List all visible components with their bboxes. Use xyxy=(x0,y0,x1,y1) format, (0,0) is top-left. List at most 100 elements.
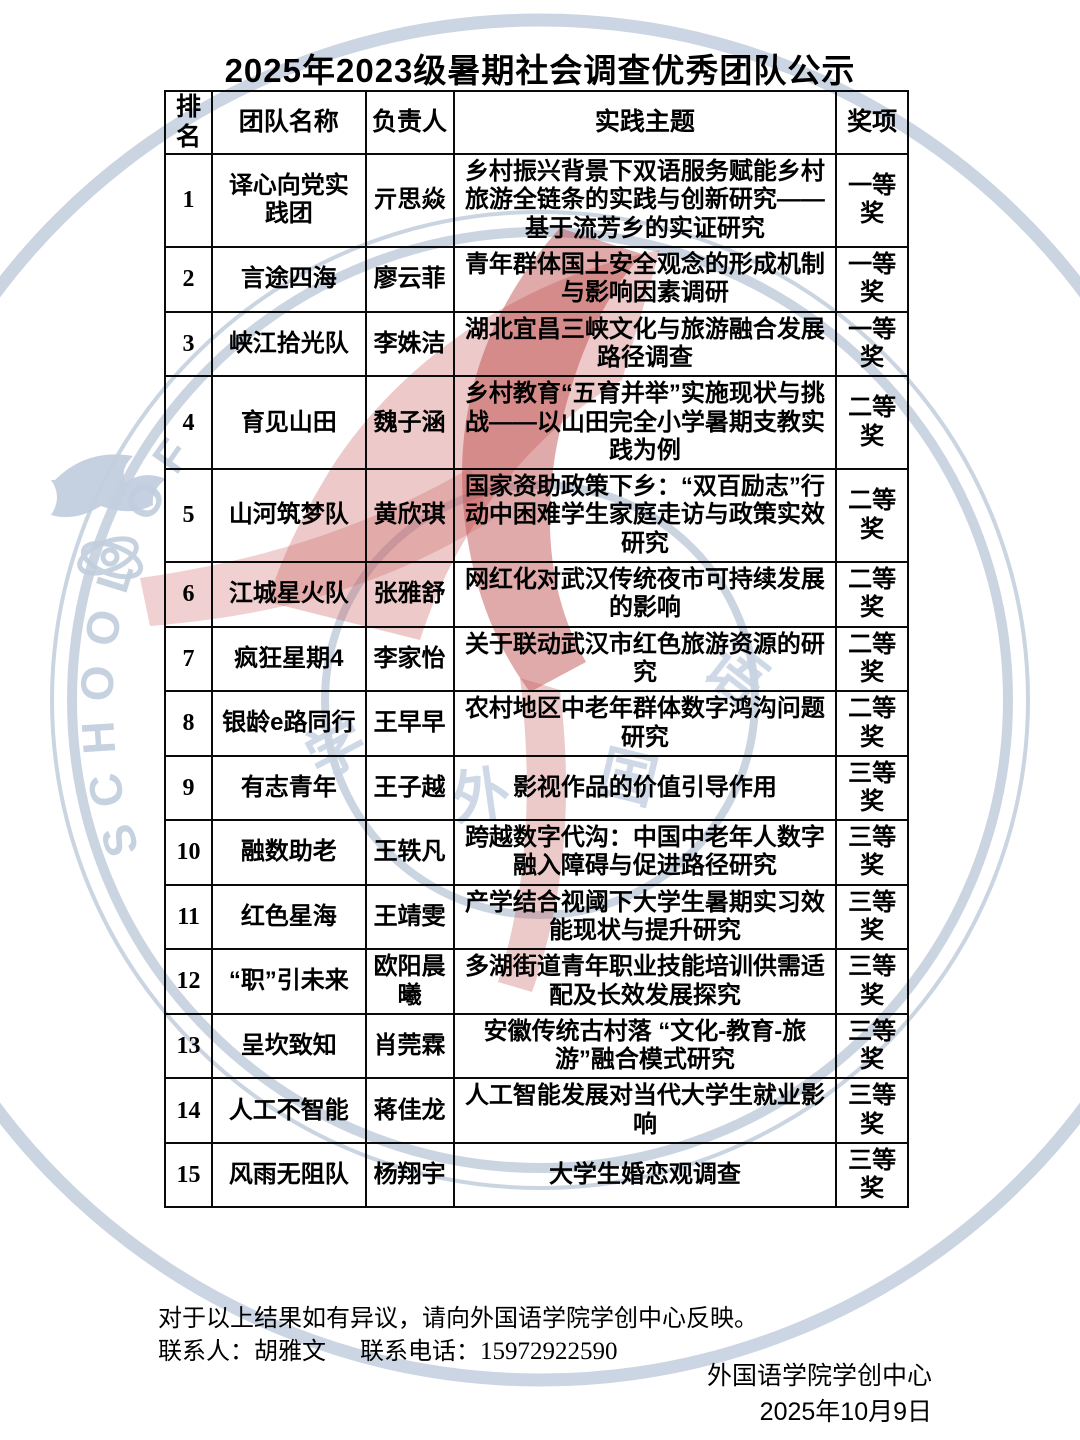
phone-number: 15972922590 xyxy=(480,1338,618,1365)
award-cell: 三等奖 xyxy=(835,1012,909,1080)
topic-cell: 乡村振兴背景下双语服务赋能乡村旅游全链条的实践与创新研究——基于流芳乡的实证研究 xyxy=(452,153,838,248)
objection-notice: 对于以上结果如有异议，请向外国语学院学创中心反映。 xyxy=(158,1305,758,1332)
rank-cell: 2 xyxy=(163,245,214,313)
team-cell: 峡江拾光队 xyxy=(211,310,367,378)
rank-cell: 3 xyxy=(163,310,214,378)
leader-cell: 王早早 xyxy=(364,690,455,757)
award-cell: 一等奖 xyxy=(835,310,909,378)
seal-emblem xyxy=(77,536,144,580)
table-row: 10 融数助老 王轶凡 跨越数字代沟：中国中老年人数字融入障碍与促进路径研究 三等奖 xyxy=(163,818,909,886)
topic-cell: 人工智能发展对当代大学生就业影响 xyxy=(452,1077,838,1145)
table-row: 14 人工不智能 蒋佳龙 人工智能发展对当代大学生就业影响 三等奖 xyxy=(163,1077,909,1145)
header-award: 奖项 xyxy=(835,90,909,155)
table-row: 9 有志青年 王子越 影视作品的价值引导作用 三等奖 xyxy=(163,754,909,821)
table-body: 1 译心向党实践团 亓思焱 乡村振兴背景下双语服务赋能乡村旅游全链条的实践与创新研究—… xyxy=(163,153,909,1209)
table-row: 4 育见山田 魏子涵 乡村教育“五育并举”实施现状与挑战——以山田完全小学暑期支教实践… xyxy=(163,375,909,471)
contact-line: 联系人：胡雅文 联系电话：15972922590 xyxy=(158,1331,618,1366)
header-topic: 实践主题 xyxy=(452,90,838,155)
signoff-date: 2025年10月9日 xyxy=(759,1398,932,1426)
award-cell: 一等奖 xyxy=(835,245,909,313)
team-cell: 融数助老 xyxy=(211,818,367,886)
team-cell: 育见山田 xyxy=(211,375,367,471)
topic-cell: 多湖街道青年职业技能培训供需适配及长效发展探究 xyxy=(452,948,838,1015)
table-row: 13 呈坎致知 肖莞霖 安徽传统古村落 “文化-教育-旅游”融合模式研究 三等奖 xyxy=(163,1012,909,1080)
rank-cell: 11 xyxy=(163,883,214,951)
topic-cell: 产学结合视阈下大学生暑期实习效能现状与提升研究 xyxy=(452,883,838,951)
rank-cell: 13 xyxy=(163,1012,214,1080)
topic-cell: 网红化对武汉传统夜市可持续发展的影响 xyxy=(452,561,838,628)
topic-cell: 农村地区中老年群体数字鸿沟问题研究 xyxy=(452,690,838,757)
leader-cell: 欧阳晨曦 xyxy=(364,948,455,1015)
table-row: 5 山河筑梦队 黄欣琪 国家资助政策下乡：“双百励志”行动中困难学生家庭走访与政策实效… xyxy=(163,468,909,564)
leader-cell: 蒋佳龙 xyxy=(364,1077,455,1145)
rank-cell: 9 xyxy=(163,754,214,821)
award-cell: 二等奖 xyxy=(835,625,909,693)
leader-cell: 李家怡 xyxy=(364,625,455,693)
leader-cell: 王靖雯 xyxy=(364,883,455,951)
team-cell: 风雨无阻队 xyxy=(211,1142,367,1209)
signoff-organization: 外国语学院学创中心 xyxy=(706,1362,932,1390)
rank-cell: 7 xyxy=(163,625,214,693)
dove-icon xyxy=(51,454,166,518)
award-cell: 三等奖 xyxy=(835,883,909,951)
rank-cell: 8 xyxy=(163,690,214,757)
table-row: 6 江城星火队 张雅舒 网红化对武汉传统夜市可持续发展的影响 二等奖 xyxy=(163,561,909,628)
rank-cell: 4 xyxy=(163,375,214,471)
topic-cell: 国家资助政策下乡：“双百励志”行动中困难学生家庭走访与政策实效研究 xyxy=(452,468,838,564)
rank-cell: 1 xyxy=(163,153,214,248)
leader-cell: 杨翔宇 xyxy=(364,1142,455,1209)
team-cell: 山河筑梦队 xyxy=(211,468,367,564)
team-cell: 红色星海 xyxy=(211,883,367,951)
topic-cell: 影视作品的价值引导作用 xyxy=(452,754,838,821)
award-cell: 一等奖 xyxy=(835,153,909,248)
topic-cell: 青年群体国土安全观念的形成机制与影响因素调研 xyxy=(452,245,838,313)
team-cell: 言途四海 xyxy=(211,245,367,313)
award-cell: 三等奖 xyxy=(835,1077,909,1145)
award-cell: 三等奖 xyxy=(835,1142,909,1209)
award-cell: 二等奖 xyxy=(835,690,909,757)
team-cell: 呈坎致知 xyxy=(211,1012,367,1080)
leader-cell: 黄欣琪 xyxy=(364,468,455,564)
team-cell: “职”引未来 xyxy=(211,948,367,1015)
award-cell: 三等奖 xyxy=(835,948,909,1015)
leader-cell: 李姝洁 xyxy=(364,310,455,378)
leader-cell: 王轶凡 xyxy=(364,818,455,886)
team-cell: 有志青年 xyxy=(211,754,367,821)
topic-cell: 关于联动武汉市红色旅游资源的研究 xyxy=(452,625,838,693)
award-cell: 二等奖 xyxy=(835,375,909,471)
header-rank: 排名 xyxy=(163,90,214,155)
team-cell: 银龄e路同行 xyxy=(211,690,367,757)
header-row: 排名 团队名称 负责人 实践主题 奖项 xyxy=(163,90,909,155)
table-row: 2 言途四海 廖云菲 青年群体国土安全观念的形成机制与影响因素调研 一等奖 xyxy=(163,245,909,313)
team-cell: 人工不智能 xyxy=(211,1077,367,1145)
award-cell: 三等奖 xyxy=(835,754,909,821)
award-cell: 三等奖 xyxy=(835,818,909,886)
team-cell: 译心向党实践团 xyxy=(211,153,367,248)
leader-cell: 王子越 xyxy=(364,754,455,821)
rank-cell: 15 xyxy=(163,1142,214,1209)
topic-cell: 大学生婚恋观调查 xyxy=(452,1142,838,1209)
table-row: 11 红色星海 王靖雯 产学结合视阈下大学生暑期实习效能现状与提升研究 三等奖 xyxy=(163,883,909,951)
header-leader: 负责人 xyxy=(364,90,455,155)
table-row: 1 译心向党实践团 亓思焱 乡村振兴背景下双语服务赋能乡村旅游全链条的实践与创新研究—… xyxy=(163,153,909,248)
leader-cell: 魏子涵 xyxy=(364,375,455,471)
phone-label: 联系电话： xyxy=(360,1338,480,1365)
header-team: 团队名称 xyxy=(211,90,367,155)
leader-cell: 廖云菲 xyxy=(364,245,455,313)
table-row: 15 风雨无阻队 杨翔宇 大学生婚恋观调查 三等奖 xyxy=(163,1142,909,1209)
contact-label: 联系人： xyxy=(158,1338,254,1365)
table-row: 3 峡江拾光队 李姝洁 湖北宜昌三峡文化与旅游融合发展路径调查 一等奖 xyxy=(163,310,909,378)
rank-cell: 6 xyxy=(163,561,214,628)
topic-cell: 乡村教育“五育并举”实施现状与挑战——以山田完全小学暑期支教实践为例 xyxy=(452,375,838,471)
team-cell: 江城星火队 xyxy=(211,561,367,628)
table-row: 12 “职”引未来 欧阳晨曦 多湖街道青年职业技能培训供需适配及长效发展探究 三等奖 xyxy=(163,948,909,1015)
topic-cell: 湖北宜昌三峡文化与旅游融合发展路径调查 xyxy=(452,310,838,378)
contact-name: 胡雅文 xyxy=(254,1338,326,1365)
table-row: 8 银龄e路同行 王早早 农村地区中老年群体数字鸿沟问题研究 二等奖 xyxy=(163,690,909,757)
leader-cell: 亓思焱 xyxy=(364,153,455,248)
rank-cell: 14 xyxy=(163,1077,214,1145)
topic-cell: 安徽传统古村落 “文化-教育-旅游”融合模式研究 xyxy=(452,1012,838,1080)
rank-cell: 12 xyxy=(163,948,214,1015)
rank-cell: 10 xyxy=(163,818,214,886)
